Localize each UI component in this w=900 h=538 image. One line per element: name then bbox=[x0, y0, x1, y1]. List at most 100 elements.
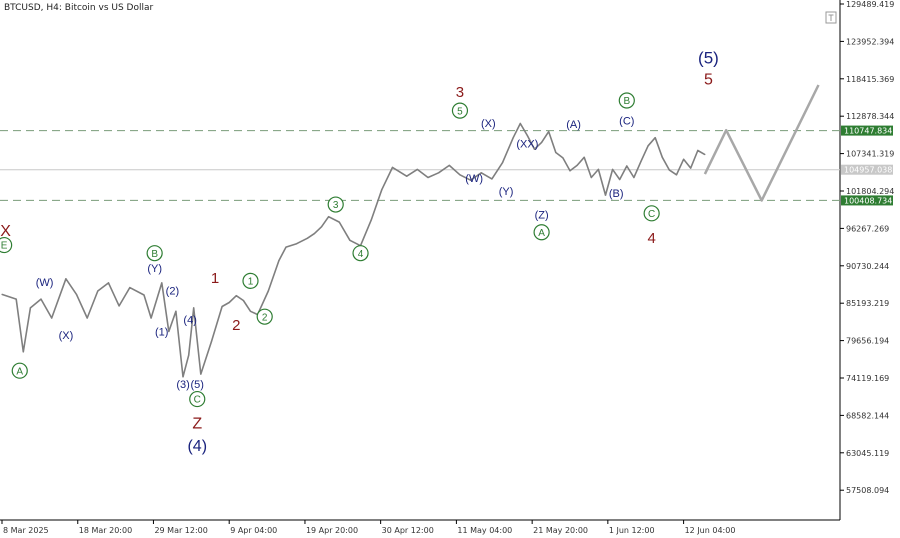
wave-label: 2 bbox=[262, 312, 268, 323]
wave-label: (W) bbox=[36, 277, 54, 289]
y-tick-label: 79656.194 bbox=[846, 337, 889, 346]
price-point bbox=[370, 219, 372, 221]
price-point bbox=[590, 176, 592, 179]
price-point bbox=[188, 354, 190, 356]
price-point bbox=[526, 135, 529, 137]
price-point bbox=[320, 226, 323, 228]
y-tick-label: 129489.419 bbox=[846, 0, 894, 9]
price-point bbox=[306, 237, 308, 239]
price-point bbox=[200, 373, 202, 375]
price-point bbox=[193, 307, 195, 309]
wave-label: 5 bbox=[457, 106, 463, 117]
x-tick-label: 21 May 20:00 bbox=[533, 526, 588, 535]
price-point bbox=[381, 189, 383, 191]
wave-label: (C) bbox=[619, 116, 634, 128]
price-point bbox=[416, 168, 418, 171]
y-tick-label: 90730.244 bbox=[846, 262, 889, 271]
wave-label-circle bbox=[0, 236, 13, 254]
y-tick-label: 57508.094 bbox=[846, 486, 889, 495]
y-tick-label: 101804.294 bbox=[846, 187, 894, 196]
price-point bbox=[555, 151, 557, 154]
wave-label: 4 bbox=[647, 230, 655, 247]
wave-label: (X) bbox=[481, 118, 496, 130]
price-point bbox=[86, 317, 88, 319]
price-point bbox=[668, 169, 671, 171]
wave-label: (5) bbox=[191, 379, 204, 391]
price-level-value: 104957.038 bbox=[844, 166, 892, 175]
price-series bbox=[1, 122, 706, 378]
wave-label: (W) bbox=[465, 173, 483, 185]
price-level-tag bbox=[841, 195, 893, 206]
wave-label: (Y) bbox=[147, 263, 162, 275]
wave-label: 2 bbox=[232, 317, 240, 334]
chart-properties-icon[interactable] bbox=[825, 11, 837, 24]
y-axis-ticks: 129489.419 123952.394 118415.369 112878.344… bbox=[840, 0, 894, 495]
y-tick-label: 123952.394 bbox=[846, 37, 894, 46]
price-point bbox=[338, 221, 340, 223]
price-point bbox=[491, 178, 493, 180]
wave-label: (1) bbox=[155, 326, 168, 338]
price-point bbox=[1, 293, 3, 295]
price-point bbox=[97, 290, 99, 292]
wave-label-circle bbox=[146, 245, 163, 262]
wave-label: Z bbox=[192, 415, 202, 432]
wave-label: B bbox=[623, 96, 630, 107]
price-point bbox=[168, 330, 170, 333]
y-tick-label: 85193.219 bbox=[846, 299, 889, 308]
y-tick-label: 63045.119 bbox=[846, 449, 889, 458]
price-level-value: 100408.734 bbox=[844, 196, 892, 205]
price-point bbox=[470, 179, 472, 181]
price-level-tag bbox=[841, 164, 893, 175]
x-axis-ticks: 8 Mar 2025 18 Mar 20:00 29 Mar 12:00 9 Apr … bbox=[1, 520, 736, 535]
wave-label: C bbox=[194, 395, 201, 406]
price-point bbox=[29, 307, 31, 309]
price-point bbox=[448, 164, 450, 166]
wave-label: (3) bbox=[176, 379, 189, 391]
price-point bbox=[15, 298, 17, 300]
x-tick-label: 12 Jun 04:00 bbox=[685, 526, 736, 535]
price-point bbox=[438, 172, 440, 174]
price-point bbox=[285, 246, 287, 248]
price-point bbox=[267, 290, 269, 292]
price-point bbox=[459, 174, 461, 176]
forecast-path bbox=[703, 84, 820, 202]
wave-label: 4 bbox=[358, 249, 364, 260]
x-tick-label: 8 Mar 2025 bbox=[3, 526, 49, 535]
price-point bbox=[604, 194, 607, 196]
price-point bbox=[501, 162, 504, 164]
wave-label: (2) bbox=[166, 285, 179, 297]
wave-label-circle bbox=[327, 196, 344, 213]
price-point bbox=[675, 174, 678, 176]
wave-label: 1 bbox=[248, 276, 254, 287]
wave-label: A bbox=[538, 228, 545, 239]
x-tick-label: 29 Mar 12:00 bbox=[154, 526, 207, 535]
wave-label: 5 bbox=[704, 72, 713, 89]
wave-label: B bbox=[151, 249, 158, 260]
price-point bbox=[242, 299, 244, 302]
price-point bbox=[75, 293, 78, 295]
price-point bbox=[249, 310, 252, 312]
y-tick-label: 74119.169 bbox=[846, 374, 889, 383]
price-point bbox=[143, 294, 145, 296]
price-point bbox=[427, 176, 429, 179]
wave-label: (4) bbox=[183, 314, 196, 326]
price-level-value: 110747.834 bbox=[844, 127, 892, 136]
price-point bbox=[562, 157, 564, 159]
price-point bbox=[633, 176, 635, 179]
x-tick-label: 30 Apr 12:00 bbox=[382, 526, 434, 535]
price-point bbox=[576, 164, 578, 166]
price-point bbox=[640, 160, 642, 162]
wave-label: (4) bbox=[187, 438, 207, 455]
price-point bbox=[480, 172, 482, 174]
x-tick-label: 1 Jun 12:00 bbox=[609, 526, 655, 535]
price-point bbox=[533, 148, 536, 150]
price-point bbox=[65, 278, 67, 280]
wave-label-circle bbox=[618, 92, 635, 109]
price-point bbox=[569, 170, 571, 172]
price-point bbox=[548, 130, 550, 133]
horizontal-levels: 110747.834 104957.038 100408.734 bbox=[0, 125, 893, 206]
chart-title: BTCUSD, H4: Bitcoin vs US Dollar bbox=[4, 3, 153, 13]
price-point bbox=[296, 243, 298, 245]
